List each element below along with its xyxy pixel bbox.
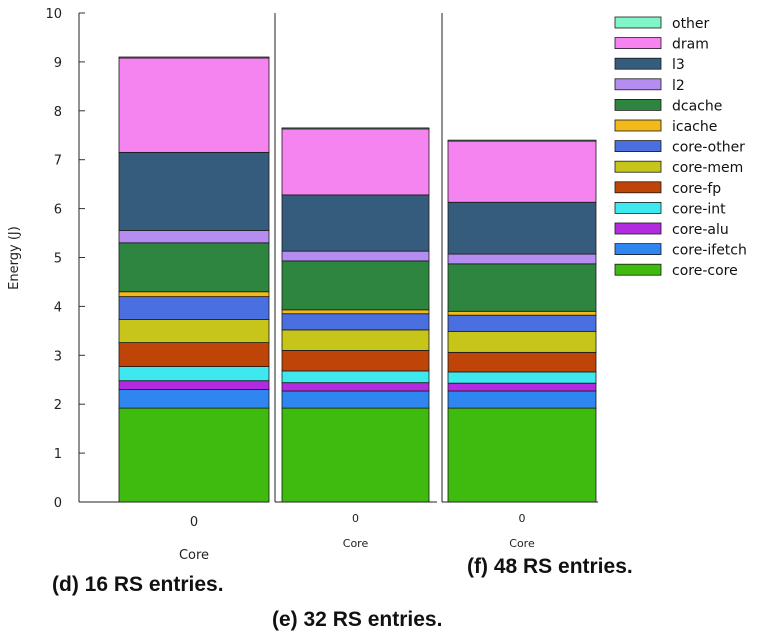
chart-panels: 0 Core 0 Core 0 Core — [78, 13, 598, 563]
legend-swatch-icache — [614, 119, 662, 132]
legend-label-core-int: core-int — [672, 201, 726, 217]
y-tick-label: 2 — [54, 398, 62, 413]
legend-swatch-other — [614, 16, 662, 29]
legend-label-dram: dram — [672, 37, 709, 53]
bar-segment-l3 — [447, 201, 597, 255]
bar-segment-core-int — [447, 371, 597, 384]
legend-label-core-core: core-core — [672, 263, 738, 279]
legend-label-l3: l3 — [672, 57, 685, 73]
bar-segment-core-alu — [281, 382, 430, 392]
caption-panel-e: (e) 32 RS entries. — [272, 608, 442, 631]
y-axis-label: Energy (J) — [7, 226, 22, 290]
bar-segment-core-fp — [281, 350, 430, 372]
bar-segment-core-core — [118, 407, 270, 503]
y-tick-label: 4 — [54, 300, 62, 315]
bar-segment-dcache — [281, 260, 430, 311]
bar-segment-l3 — [281, 194, 430, 252]
y-tick-label: 10 — [45, 7, 62, 22]
bar-segment-other — [447, 139, 597, 142]
bar-segment-core-alu — [447, 382, 597, 392]
legend-swatch-core-alu — [614, 222, 662, 235]
bar-segment-core-int — [281, 370, 430, 384]
legend-swatch-l2 — [614, 78, 662, 91]
legend-swatch-core-fp — [614, 181, 662, 194]
legend-label-other: other — [672, 16, 710, 32]
bar-segment-dram — [118, 57, 270, 153]
y-tick-label: 0 — [54, 496, 62, 511]
legend-label-l2: l2 — [672, 78, 685, 94]
x-tick-label: 0 — [190, 515, 198, 530]
y-axis-ticks: 0 1 2 3 4 5 6 7 8 9 10 — [45, 7, 85, 511]
bar-segment-core-mem — [281, 329, 430, 351]
panel-2: 0 Core — [441, 13, 598, 550]
x-tick-label: 0 — [352, 512, 359, 525]
bar-segment-core-int — [118, 366, 270, 382]
bar-segment-core-ifetch — [447, 390, 597, 409]
panel-0: 0 Core — [78, 13, 270, 563]
legend-label-core-mem: core-mem — [672, 160, 743, 176]
y-tick-label: 3 — [54, 349, 62, 364]
bar-segment-l2 — [118, 230, 270, 244]
caption-panel-d: (d) 16 RS entries. — [52, 573, 224, 596]
legend-swatch-core-mem — [614, 160, 662, 173]
legend-label-core-ifetch: core-ifetch — [672, 243, 747, 259]
x-axis-label: Core — [179, 548, 209, 563]
bar-segment-dram — [281, 128, 430, 196]
legend-swatch-dcache — [614, 99, 662, 111]
bar-segment-core-core — [281, 407, 430, 503]
y-tick-label: 7 — [54, 154, 62, 169]
bar-segment-dcache — [447, 263, 597, 312]
y-tick-label: 5 — [54, 252, 62, 267]
legend-swatch-core-int — [614, 201, 662, 214]
bar-segment-dcache — [118, 242, 270, 293]
bar-segment-l2 — [447, 253, 597, 265]
x-tick-label: 0 — [519, 512, 526, 525]
bar-segment-core-mem — [447, 330, 597, 353]
bar-segment-core-ifetch — [281, 390, 430, 409]
panel-1: 0 Core — [274, 13, 437, 550]
y-tick-label: 1 — [54, 447, 62, 462]
legend-swatch-core-ifetch — [614, 243, 662, 256]
bar-segment-core-other — [447, 314, 597, 332]
x-axis-label: Core — [343, 537, 369, 550]
y-tick-label: 8 — [54, 105, 62, 120]
y-tick-label: 9 — [54, 56, 62, 71]
legend-label-core-fp: core-fp — [672, 181, 721, 197]
legend-swatch-core-other — [614, 140, 662, 153]
bar-segment-dram — [447, 140, 597, 203]
bar-segment-core-mem — [118, 319, 270, 343]
legend-label-dcache: dcache — [672, 98, 722, 114]
bar-segment-core-fp — [447, 351, 597, 373]
bar-segment-icache — [118, 291, 270, 298]
legend-swatch-l3 — [614, 57, 662, 70]
y-tick-label: 6 — [54, 203, 62, 218]
bar-segment-icache — [281, 309, 430, 315]
bar-segment-core-other — [118, 296, 270, 321]
caption-panel-f: (f) 48 RS entries. — [467, 555, 633, 578]
legend-label-core-alu: core-alu — [672, 222, 729, 238]
bar-segment-other — [118, 56, 270, 59]
legend: other dram l3 l2 dcache icache core-other core-… — [614, 16, 747, 279]
bar-segment-l2 — [281, 250, 430, 262]
legend-label-icache: icache — [672, 119, 717, 135]
legend-label-core-other: core-other — [672, 140, 745, 156]
bar-segment-icache — [447, 310, 597, 316]
x-axis-label: Core — [509, 537, 535, 550]
bar-segment-core-fp — [118, 342, 270, 367]
bar-segment-core-ifetch — [118, 389, 270, 409]
legend-swatch-dram — [614, 37, 662, 49]
legend-swatch-core-core — [614, 263, 662, 276]
bar-segment-core-alu — [118, 380, 270, 390]
bar-segment-other — [281, 127, 430, 130]
bar-segment-l3 — [118, 151, 270, 232]
bar-segment-core-core — [447, 407, 597, 503]
bar-segment-core-other — [281, 313, 430, 331]
